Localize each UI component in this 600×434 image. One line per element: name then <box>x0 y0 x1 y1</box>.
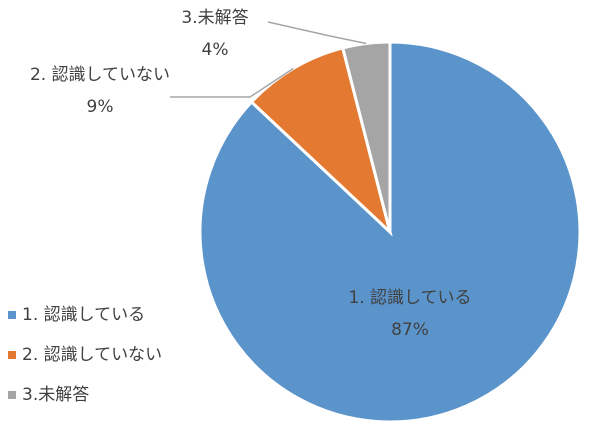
data-label: 87% <box>391 320 429 340</box>
data-label-name: 1. 認識している <box>348 288 471 308</box>
legend-swatch <box>8 391 16 399</box>
data-label-name: 3.未解答 <box>181 8 248 28</box>
legend-swatch <box>8 311 16 319</box>
legend-label: 3.未解答 <box>22 385 89 405</box>
data-label-name: 2. 認識していない <box>30 65 170 85</box>
legend-label: 2. 認識していない <box>22 345 162 365</box>
leader-line <box>170 67 294 98</box>
leader-line <box>267 21 367 45</box>
legend-swatch <box>8 351 16 359</box>
legend-label: 1. 認識している <box>22 305 145 325</box>
pie-slice <box>340 40 392 233</box>
data-label: 9% <box>87 97 114 117</box>
pie-slice <box>249 46 393 237</box>
data-label: 4% <box>202 40 229 60</box>
